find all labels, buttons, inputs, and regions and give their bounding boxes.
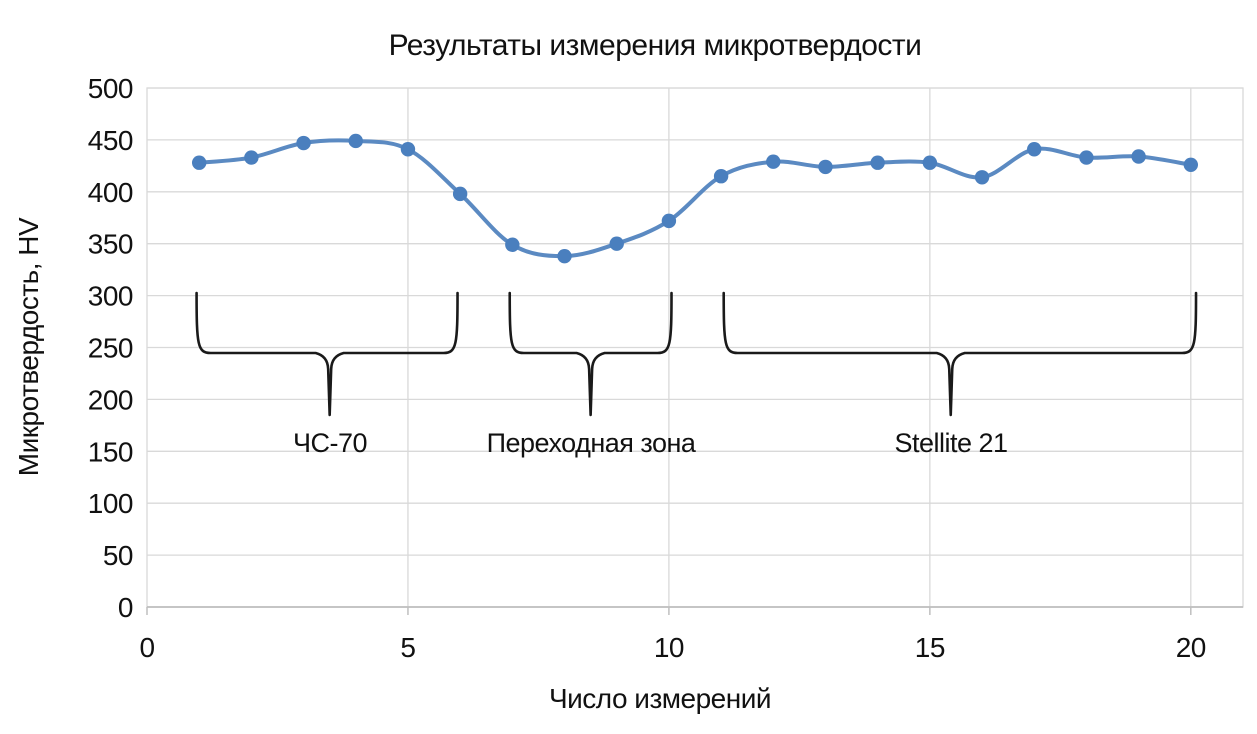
x-tick-label-10: 10 bbox=[654, 632, 684, 663]
data-series-layer bbox=[191, 133, 1199, 264]
data-point-11 bbox=[713, 169, 729, 184]
y-tick-label-200: 200 bbox=[88, 384, 133, 415]
y-tick-label-450: 450 bbox=[88, 125, 133, 156]
data-point-12 bbox=[766, 154, 781, 169]
data-point-6 bbox=[452, 186, 468, 202]
x-axis-title: Число измерений bbox=[549, 683, 771, 714]
data-point-7 bbox=[505, 237, 520, 252]
data-line bbox=[197, 138, 1193, 259]
y-tick-label-150: 150 bbox=[88, 436, 133, 467]
data-point-17 bbox=[1027, 142, 1042, 157]
annotation-label-stellite-21: Stellite 21 bbox=[894, 428, 1007, 458]
y-tick-label-250: 250 bbox=[88, 333, 133, 364]
y-axis-title: Микротвердость, HV bbox=[13, 217, 44, 476]
data-point-14 bbox=[870, 155, 885, 170]
data-point-9 bbox=[609, 236, 624, 251]
y-tick-label-300: 300 bbox=[88, 281, 133, 312]
data-point-8 bbox=[557, 248, 572, 264]
y-tick-label-0: 0 bbox=[118, 592, 133, 623]
brace-annotation-2 bbox=[722, 291, 1198, 417]
y-tick-label-500: 500 bbox=[88, 73, 133, 104]
y-tick-label-50: 50 bbox=[103, 540, 133, 571]
x-tick-label-20: 20 bbox=[1176, 632, 1206, 663]
y-tick-label-400: 400 bbox=[88, 177, 133, 208]
data-point-2 bbox=[244, 150, 259, 165]
brace-annotation-0 bbox=[195, 291, 459, 417]
y-tick-label-350: 350 bbox=[88, 229, 133, 260]
data-point-18 bbox=[1079, 150, 1094, 165]
x-tick-label-0: 0 bbox=[139, 632, 154, 663]
axis-tick-layer: 0 50 100 150 200 250 300 350 400 450 500 0 5 10 15 20 bbox=[88, 73, 1207, 663]
grid-layer bbox=[146, 87, 1244, 608]
data-point-16 bbox=[974, 170, 990, 185]
data-point-13 bbox=[818, 159, 833, 175]
brace-annotation-layer bbox=[195, 291, 1198, 417]
data-point-5 bbox=[400, 142, 416, 157]
x-tick-label-15: 15 bbox=[915, 632, 945, 663]
x-tick-label-5: 5 bbox=[400, 632, 415, 663]
annotation-label-transition-zone: Переходная зона bbox=[487, 428, 697, 458]
data-point-20 bbox=[1183, 157, 1199, 173]
data-point-19 bbox=[1131, 149, 1146, 164]
data-point-1 bbox=[191, 155, 207, 170]
annotation-label-chs-70: ЧС-70 bbox=[293, 428, 367, 458]
brace-annotation-1 bbox=[508, 291, 673, 417]
chart-title: Результаты измерения микротвердости bbox=[389, 29, 922, 62]
data-point-4 bbox=[348, 133, 363, 149]
data-point-3 bbox=[296, 135, 311, 151]
y-tick-label-100: 100 bbox=[88, 488, 133, 519]
data-point-10 bbox=[661, 213, 677, 229]
data-point-15 bbox=[922, 155, 938, 170]
